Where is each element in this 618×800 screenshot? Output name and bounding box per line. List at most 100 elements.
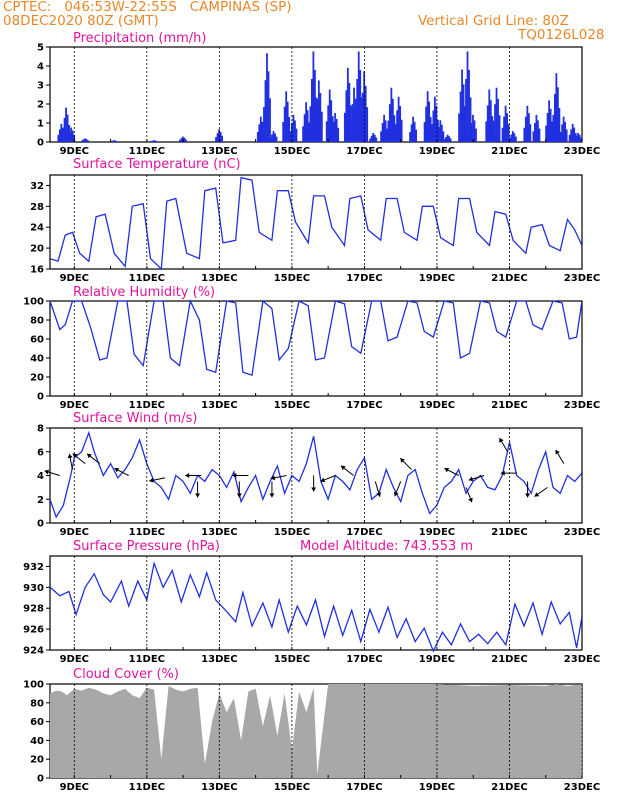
precip-bar (320, 111, 323, 142)
y-tick-label: 932 (23, 562, 44, 573)
precip-bar (571, 123, 574, 142)
x-tick-label: 23DEC (564, 400, 600, 411)
precip-bar (445, 136, 447, 142)
y-tick-label: 0 (37, 138, 44, 149)
x-tick-label: 21DEC (491, 146, 527, 157)
panel-frame (49, 174, 583, 270)
y-tick-label: 0 (37, 519, 44, 530)
precip-bar (314, 69, 316, 142)
header-run-time: 08DEC2020 80Z (GMT) (3, 13, 159, 29)
precip-bar (428, 101, 431, 142)
precip-bar (568, 134, 571, 142)
panel-3: Relative Humidity (%) 0 20 40 60 80 100 9DEC 11D… (23, 285, 600, 411)
wind-arrow-head (269, 493, 275, 498)
series-line (49, 430, 583, 519)
precip-bar (271, 134, 273, 142)
x-tick-label: 19DEC (419, 146, 455, 157)
x-tick-label: 9DEC (60, 654, 89, 665)
precip-bar (475, 128, 477, 142)
wind-arrow-head (376, 492, 382, 497)
precip-bar (62, 128, 64, 142)
precip-bar (337, 127, 340, 142)
y-tick-label: 6 (37, 447, 44, 458)
precip-bar (327, 105, 330, 142)
precip-bar (370, 135, 373, 142)
panel-4: Surface Wind (m/s) 0 2 4 6 8 9DEC 11DEC 13DEC 15D… (37, 411, 600, 538)
precip-bar (317, 80, 320, 142)
y-tick-label: 928 (23, 604, 44, 615)
x-tick-label: 15DEC (274, 273, 310, 284)
precip-bar (429, 117, 432, 142)
precip-bar (282, 122, 285, 142)
x-tick-label: 9DEC (60, 782, 89, 793)
precip-bar (501, 127, 504, 142)
precip-bar (492, 120, 495, 142)
series-line (49, 176, 583, 271)
precip-bar (294, 120, 296, 142)
wind-arrow-head (87, 453, 92, 459)
precip-bar (258, 124, 261, 142)
panel-6: Cloud Cover (%) 0 20 40 60 80 100 9DEC 11DEC 13DE… (23, 667, 600, 793)
x-tick-label: 23DEC (564, 273, 600, 284)
precip-bar (436, 119, 439, 142)
wind-arrow-head (400, 458, 405, 463)
precip-bar (111, 140, 114, 142)
precip-bar (495, 87, 498, 142)
precip-bar (380, 131, 382, 142)
precip-bar (570, 129, 573, 142)
precip-bar (506, 113, 509, 142)
panel-title: Surface Temperature (nC) (73, 157, 241, 172)
y-tick-label: 28 (30, 202, 44, 213)
header-grid-line: Vertical Grid Line: 80Z (418, 13, 569, 29)
precip-bar (114, 140, 117, 142)
panel-title: Relative Humidity (%) (73, 285, 215, 300)
precip-bar (332, 121, 335, 142)
precip-bar (359, 69, 362, 142)
precip-bar (82, 139, 85, 142)
precip-bar (58, 129, 61, 142)
precip-bar (330, 100, 333, 142)
precip-bar (433, 96, 436, 142)
precip-bar (535, 114, 538, 142)
precip-bar (412, 116, 415, 142)
precip-bar (472, 114, 474, 142)
x-tick-label: 19DEC (419, 782, 455, 793)
y-tick-label: 5 (37, 43, 44, 54)
y-tick-label: 40 (30, 354, 44, 365)
precip-bar (562, 116, 565, 142)
precip-bar (152, 140, 155, 142)
x-tick-label: 21DEC (491, 782, 527, 793)
y-tick-label: 0 (37, 392, 44, 403)
wind-arrow-head (555, 449, 560, 455)
precip-bar (565, 129, 568, 142)
x-tick-label: 13DEC (201, 782, 237, 793)
precip-bar (437, 126, 440, 142)
x-tick-label: 11DEC (129, 527, 165, 538)
precip-bar (274, 133, 276, 142)
precip-bar (553, 94, 556, 142)
precip-bar (384, 120, 387, 142)
y-tick-label: 20 (30, 755, 44, 766)
y-tick-label: 4 (37, 471, 44, 482)
wind-arrows (44, 437, 565, 503)
panel-frame (49, 555, 583, 651)
precip-bar (383, 114, 386, 142)
header-code: TQ0126L028 (518, 27, 605, 43)
x-tick-label: 23DEC (564, 527, 600, 538)
precip-bar (73, 134, 76, 142)
cloud-cover-area (50, 684, 582, 778)
wind-arrow-head (185, 473, 190, 478)
precip-bar (507, 124, 510, 142)
precip-bar (357, 51, 360, 142)
precip-bar (532, 131, 535, 142)
precip-bar (219, 131, 222, 142)
precip-bar (504, 105, 507, 142)
precip-bar (216, 133, 219, 142)
precip-bar (81, 140, 83, 142)
x-tick-label: 21DEC (491, 527, 527, 538)
precip-bar (461, 69, 463, 142)
x-tick-label: 9DEC (60, 273, 89, 284)
precip-bar (575, 135, 578, 142)
precip-bar (485, 121, 488, 142)
